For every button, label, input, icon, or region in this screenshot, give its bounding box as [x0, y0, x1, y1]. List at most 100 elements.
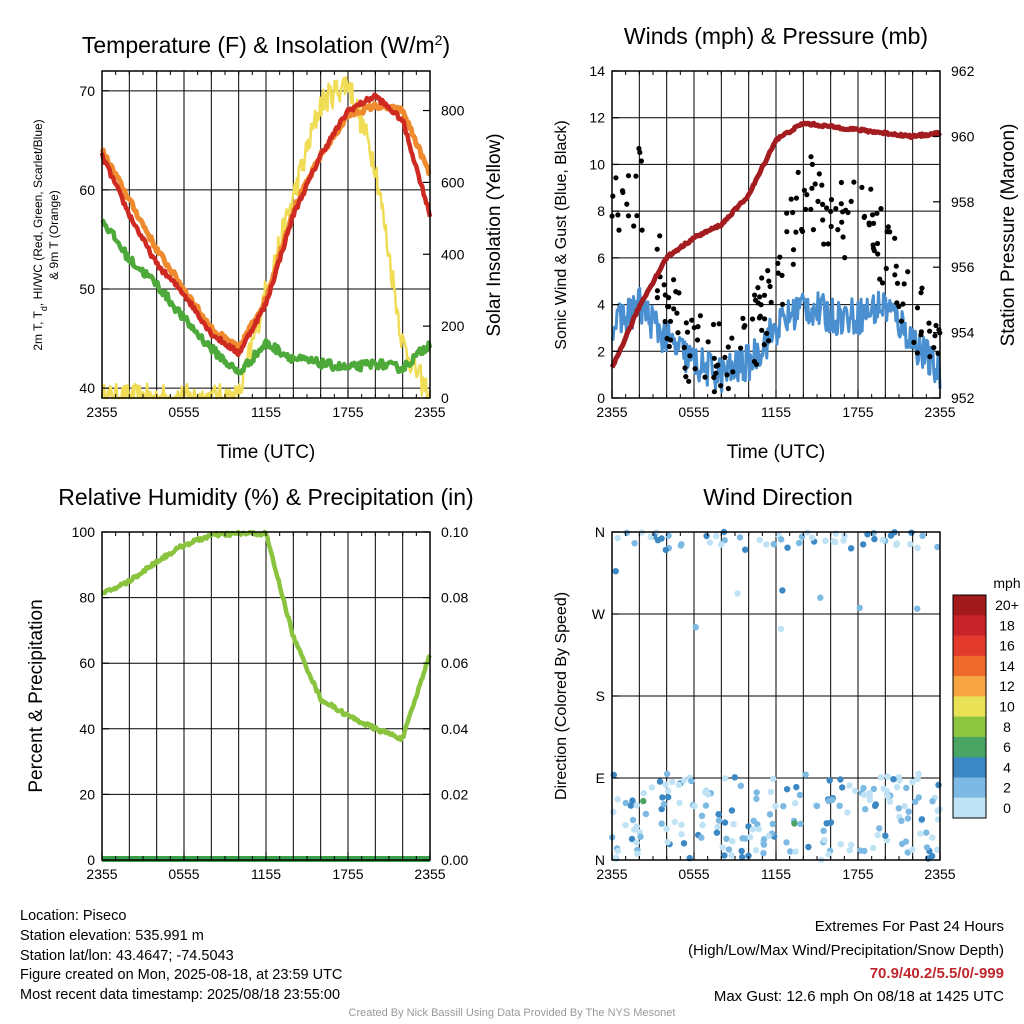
series-2m-temp-line: [99, 92, 433, 358]
series-sonic-wind-line: [610, 286, 942, 393]
direction-point: [866, 792, 874, 800]
direction-point: [905, 808, 912, 815]
direction-point: [755, 826, 763, 833]
gust-point: [842, 255, 848, 261]
gust-point: [868, 186, 874, 192]
direction-point: [871, 535, 878, 543]
direction-point: [827, 819, 835, 826]
direction-point: [886, 798, 894, 805]
info-recent: Most recent data timestamp: 2025/08/18 2…: [20, 987, 341, 1003]
gust-point: [871, 220, 877, 226]
direction-point: [848, 841, 855, 849]
direction-point: [612, 568, 619, 575]
dir-panel-title: Wind Direction: [703, 484, 853, 510]
direction-point: [633, 823, 640, 830]
gust-point: [654, 246, 660, 252]
gust-point: [692, 366, 698, 372]
direction-point: [837, 776, 844, 783]
gust-point: [711, 355, 717, 361]
direction-point: [736, 534, 744, 541]
gust-point: [613, 175, 619, 181]
direction-point: [766, 811, 774, 818]
gust-point: [790, 247, 797, 253]
info-latlon: Station lat/lon: 43.4647; -74.5043: [20, 948, 234, 964]
legend-frame: [952, 594, 987, 819]
direction-point: [836, 802, 843, 809]
direction-point: [914, 544, 921, 552]
direction-point: [633, 839, 640, 846]
direction-point: [614, 847, 621, 855]
gust-point: [661, 282, 667, 288]
gust-point: [741, 324, 747, 330]
rh-xtick-label: 0555: [168, 866, 199, 882]
direction-point: [721, 537, 728, 544]
direction-point: [902, 838, 910, 845]
gust-point: [759, 327, 765, 333]
direction-point: [627, 802, 635, 809]
direction-point: [893, 783, 901, 791]
temp-xaxis-label: Time (UTC): [217, 442, 316, 463]
gust-point: [790, 209, 796, 216]
gust-point: [919, 285, 925, 291]
gust-point: [861, 214, 867, 220]
direction-point: [713, 532, 720, 540]
direction-point: [614, 796, 621, 803]
gust-point: [637, 149, 643, 155]
gust-point: [809, 185, 815, 191]
direction-point: [714, 823, 721, 831]
wind-xtick-label: 2355: [924, 404, 955, 420]
gust-point: [716, 321, 722, 327]
info-elevation: Station elevation: 535.991 m: [20, 928, 204, 944]
direction-point: [725, 846, 733, 853]
direction-point: [879, 536, 887, 544]
direction-point: [671, 818, 678, 825]
direction-point: [832, 538, 839, 546]
gust-point: [687, 353, 693, 359]
dir-xtick-label: 1755: [842, 866, 873, 882]
legend-swatch: [953, 595, 986, 616]
wind-ytick-left-label: 2: [597, 343, 605, 359]
legend-label: 0: [1003, 800, 1011, 816]
series-dewpoint-line: [100, 218, 433, 376]
rh-ytick-left-label: 80: [79, 590, 95, 606]
direction-point: [770, 541, 777, 548]
gust-point: [686, 378, 692, 384]
dir-xtick-label: 0555: [678, 866, 709, 882]
dir-yaxis-left-label: Direction (Colored By Speed): [553, 592, 570, 800]
direction-point: [737, 782, 744, 789]
direction-point: [677, 542, 685, 549]
wind-ytick-left-label: 10: [589, 156, 605, 172]
direction-point: [844, 809, 851, 816]
dir-xtick-label: 2355: [924, 866, 955, 882]
gust-point: [713, 370, 719, 376]
direction-point: [658, 805, 665, 813]
temp-ytick-left-label: 70: [79, 83, 95, 99]
gust-point: [885, 224, 891, 230]
direction-point: [770, 775, 777, 782]
direction-point: [675, 781, 683, 789]
gust-point: [724, 372, 730, 378]
direction-point: [887, 532, 895, 539]
gust-point: [764, 330, 770, 336]
gust-point: [718, 383, 724, 389]
gust-point: [762, 316, 768, 322]
direction-point: [769, 820, 776, 828]
direction-point: [662, 546, 669, 554]
gust-point: [816, 171, 822, 177]
direction-point: [662, 781, 669, 788]
legend-label: 10: [999, 699, 1015, 715]
wind-ytick-right-label: 954: [951, 325, 975, 341]
direction-point: [640, 789, 647, 797]
direction-point: [656, 778, 664, 785]
gust-point: [933, 322, 939, 329]
gust-point: [893, 263, 899, 269]
direction-point: [917, 830, 924, 837]
direction-point: [745, 852, 752, 859]
dir-xtick-label: 1155: [761, 866, 791, 882]
legend-label: 2: [1003, 780, 1011, 796]
direction-point: [912, 798, 919, 805]
dir-ytick-left-label: S: [596, 688, 605, 704]
gust-point: [751, 358, 758, 365]
gust-point: [761, 292, 768, 298]
direction-point: [907, 541, 914, 548]
